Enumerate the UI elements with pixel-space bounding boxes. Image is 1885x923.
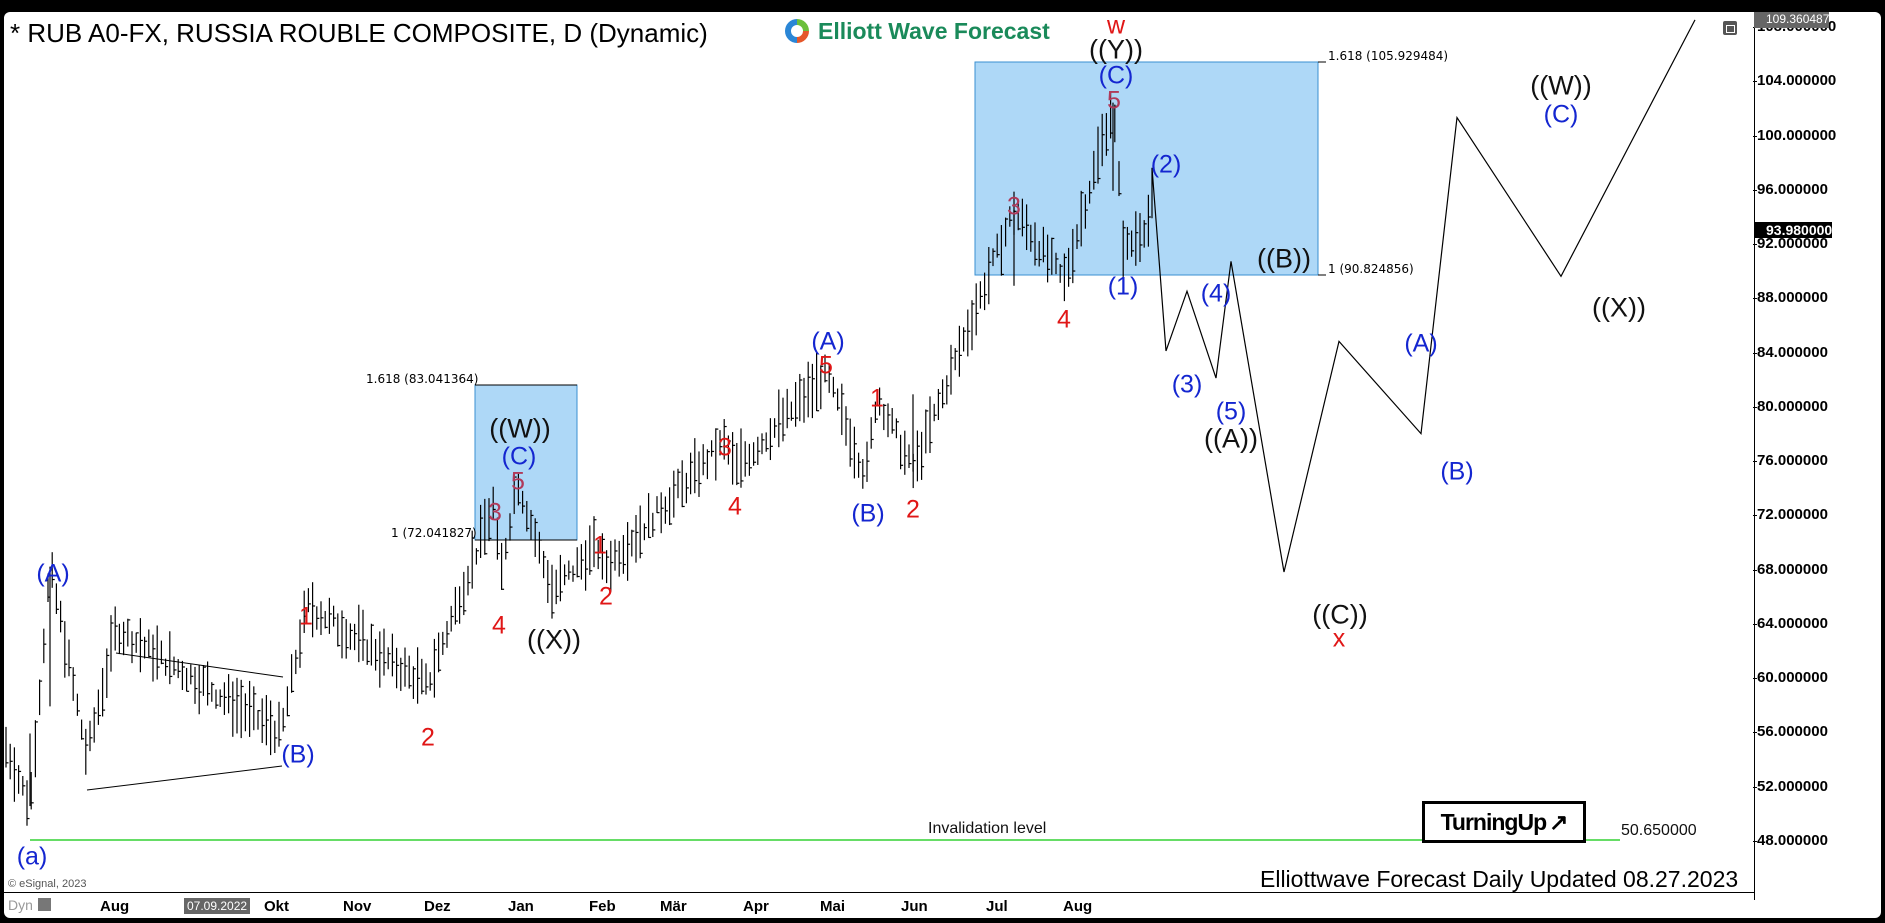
date-tick: Feb bbox=[589, 898, 616, 915]
wave-label: 2 bbox=[906, 495, 920, 524]
chart-window bbox=[4, 12, 1881, 918]
wave-label: x bbox=[1332, 624, 1346, 653]
price-bars bbox=[5, 92, 1151, 826]
wave-label: ((C)) bbox=[1312, 599, 1368, 630]
wave-label: (4) bbox=[1200, 279, 1232, 308]
fib-zone-1 bbox=[474, 384, 578, 541]
wave-label: (A) bbox=[1404, 329, 1438, 358]
wave-label: ((Y)) bbox=[1089, 34, 1143, 65]
wave-label: (B) bbox=[281, 740, 315, 769]
wave-label: 4 bbox=[728, 492, 742, 521]
last-price-tag: 93.980000 bbox=[1754, 222, 1833, 238]
wave-label: (C) bbox=[501, 442, 537, 471]
turning-up-text: TurningUp bbox=[1440, 808, 1548, 835]
date-tick: Apr bbox=[743, 898, 769, 915]
date-tick: Nov bbox=[343, 898, 372, 915]
wave-label: (B) bbox=[851, 499, 885, 528]
brand-name: Elliott Wave Forecast bbox=[818, 17, 1050, 44]
wave-label: ((X)) bbox=[1592, 292, 1646, 323]
date-tick: Okt bbox=[264, 898, 290, 915]
wave-label: ((W)) bbox=[489, 413, 551, 444]
fib-label-zone2-bottom: 1 (90.824856) bbox=[1328, 262, 1414, 276]
date-tick: Jan bbox=[508, 898, 534, 915]
price-tick: 88.000000 bbox=[1753, 289, 1828, 307]
invalidation-label: Invalidation level bbox=[928, 820, 1047, 837]
wave-label: (A) bbox=[36, 559, 70, 588]
wave-label: 3 bbox=[1007, 192, 1021, 221]
price-tick: 92.000000 bbox=[1753, 235, 1828, 253]
price-axis[interactable] bbox=[1754, 12, 1882, 900]
price-tick: 48.000000 bbox=[1753, 832, 1828, 850]
wave-label: (B) bbox=[1440, 457, 1474, 486]
date-tick: Mai bbox=[820, 898, 846, 915]
wave-label: 4 bbox=[492, 611, 506, 640]
date-tick: Mär bbox=[660, 898, 687, 915]
wave-label: (3) bbox=[1171, 370, 1203, 399]
price-tick: 72.000000 bbox=[1753, 506, 1828, 524]
arrow-up-right-icon: ↗ bbox=[1549, 808, 1568, 835]
date-tick: Aug bbox=[100, 898, 130, 915]
fib-zone-2 bbox=[974, 61, 1319, 276]
wave-label: 5 bbox=[819, 351, 833, 380]
top-price-tag: 109.360487 bbox=[1754, 12, 1830, 28]
price-tick: 52.000000 bbox=[1753, 777, 1828, 795]
wave-label: (A) bbox=[811, 327, 845, 356]
restore-window-button[interactable] bbox=[1723, 21, 1737, 35]
date-tick: 07.09.2022 bbox=[184, 898, 251, 914]
copyright: © eSignal, 2023 bbox=[8, 878, 87, 890]
fib-label-zone1-bottom: 1 (72.041827) bbox=[391, 526, 477, 540]
wave-label: 1 bbox=[593, 531, 607, 560]
wave-label: 4 bbox=[1057, 305, 1071, 334]
price-tick: 80.000000 bbox=[1753, 397, 1828, 415]
price-tick: 64.000000 bbox=[1753, 614, 1828, 632]
dyn-label[interactable]: Dyn bbox=[8, 897, 33, 913]
wave-label: 1 bbox=[299, 602, 313, 631]
wave-label: ((X)) bbox=[527, 624, 581, 655]
wave-label: ((B)) bbox=[1257, 243, 1311, 274]
price-tick: 60.000000 bbox=[1753, 669, 1828, 687]
wave-label: 2 bbox=[421, 723, 435, 752]
wave-label: 3 bbox=[718, 433, 732, 462]
wave-label: ((W)) bbox=[1530, 70, 1592, 101]
date-tick: Aug bbox=[1063, 898, 1093, 915]
price-tick: 104.000000 bbox=[1752, 72, 1837, 90]
turning-up-badge: TurningUp ↗ bbox=[1422, 801, 1586, 843]
wave-label: (1) bbox=[1107, 272, 1139, 301]
chart-title: * RUB A0-FX, RUSSIA ROUBLE COMPOSITE, D … bbox=[10, 18, 708, 48]
date-axis[interactable] bbox=[4, 892, 1754, 919]
lock-icon[interactable] bbox=[38, 898, 51, 911]
wave-label: 5 bbox=[1107, 86, 1121, 115]
date-tick: Jul bbox=[986, 898, 1008, 915]
date-tick: Jun bbox=[901, 898, 928, 915]
wave-label: 5 bbox=[511, 467, 525, 496]
wave-label: (5) bbox=[1215, 397, 1247, 426]
brand-logo: Elliott Wave Forecast bbox=[782, 16, 1050, 46]
restore-icon bbox=[1726, 25, 1735, 33]
logo-icon bbox=[785, 19, 809, 43]
wave-label: (2) bbox=[1150, 150, 1182, 179]
date-tick: Dez bbox=[424, 898, 451, 915]
wave-label: ((A)) bbox=[1204, 423, 1258, 454]
wave-label: w bbox=[1106, 11, 1126, 40]
price-tick: 76.000000 bbox=[1753, 452, 1828, 470]
wave-label: 1 bbox=[870, 384, 884, 413]
wave-label: (C) bbox=[1098, 61, 1134, 90]
wave-label: 3 bbox=[488, 498, 502, 527]
triangle-pattern bbox=[86, 652, 284, 791]
wave-label: (a) bbox=[16, 842, 48, 871]
wave-label: (C) bbox=[1543, 100, 1579, 129]
wave-label: 2 bbox=[599, 582, 613, 611]
price-tick: 96.000000 bbox=[1753, 180, 1828, 198]
price-tick: 56.000000 bbox=[1753, 723, 1828, 741]
price-tick: 100.000000 bbox=[1752, 126, 1837, 144]
projection-path bbox=[1151, 19, 1696, 573]
price-tick: 68.000000 bbox=[1753, 560, 1828, 578]
fib-label-zone2-top: 1.618 (105.929484) bbox=[1328, 49, 1449, 63]
update-note: Elliottwave Forecast Daily Updated 08.27… bbox=[1260, 866, 1739, 892]
fib-label-zone1-top: 1.618 (83.041364) bbox=[366, 372, 479, 386]
invalidation-value: 50.650000 bbox=[1621, 822, 1697, 839]
price-tick: 84.000000 bbox=[1753, 343, 1828, 361]
